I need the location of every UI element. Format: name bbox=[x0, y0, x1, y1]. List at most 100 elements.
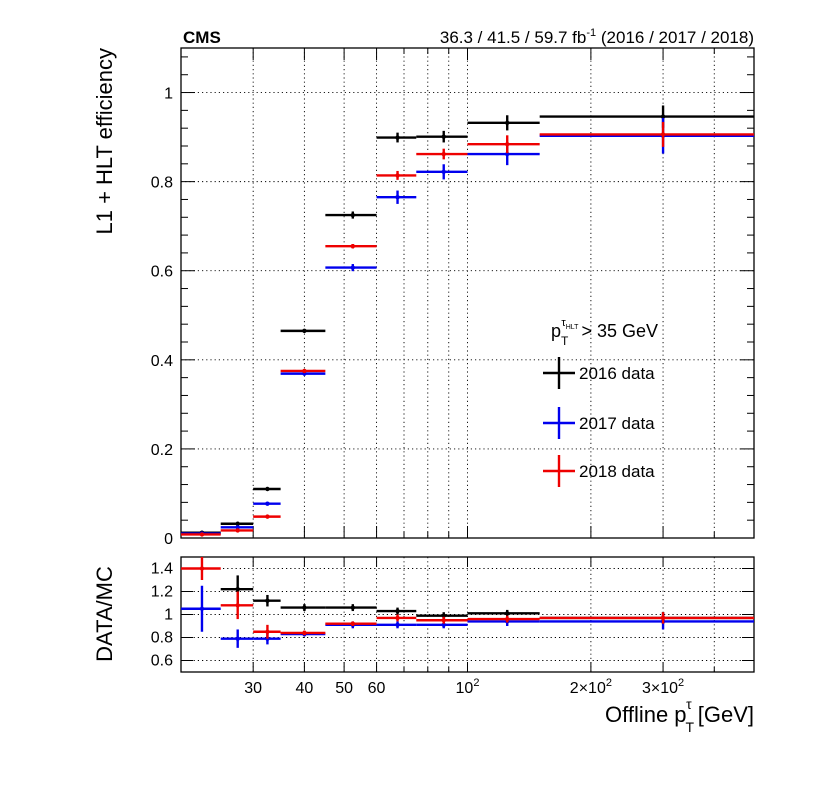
data-point-marker bbox=[302, 605, 307, 610]
y-tick-label: 0.6 bbox=[151, 653, 173, 670]
series-2018-data bbox=[181, 557, 754, 639]
data-point-marker bbox=[395, 135, 400, 140]
legend-title-p: p bbox=[551, 321, 561, 341]
legend-entries: 2016 data 2017 data 2018 data bbox=[543, 357, 655, 487]
data-point-marker bbox=[235, 528, 240, 533]
data-point-marker bbox=[350, 212, 355, 218]
data-point-marker bbox=[395, 615, 400, 621]
data-point-marker bbox=[350, 621, 355, 626]
data-point-marker bbox=[199, 566, 205, 571]
x-tick-label: 30 bbox=[244, 680, 262, 697]
x-tick-label-exponent: 2 bbox=[678, 677, 684, 689]
data-point-marker bbox=[441, 618, 446, 623]
x-tick-label: 40 bbox=[295, 680, 313, 697]
legend-label: 2018 data bbox=[579, 462, 655, 481]
data-point-marker bbox=[199, 532, 205, 537]
data-point-marker bbox=[265, 598, 270, 603]
y-tick-label: 0.8 bbox=[151, 630, 173, 647]
data-point-marker bbox=[265, 629, 270, 634]
ratio-y-axis-title: DATA/MC bbox=[92, 566, 117, 662]
x-tick-label-text: 50 bbox=[335, 680, 353, 697]
data-point-marker bbox=[235, 521, 240, 526]
x-title-unit: [GeV] bbox=[692, 702, 754, 727]
x-tick-label: 3×102 bbox=[642, 677, 684, 697]
data-point-marker bbox=[395, 622, 400, 628]
y-tick-label: 1.4 bbox=[151, 561, 173, 578]
data-point-marker bbox=[395, 195, 400, 200]
top-panel-ticks: 0 0.2 0.4 0.6 0.8 1 bbox=[151, 48, 754, 548]
lumi-suffix: (2016 / 2017 / 2018) bbox=[596, 28, 754, 47]
y-tick-label: 0.8 bbox=[151, 175, 173, 192]
data-point-marker bbox=[395, 173, 400, 178]
data-point-marker bbox=[199, 606, 205, 611]
x-tick-label-exponent: 2 bbox=[473, 677, 479, 689]
top-panel-frame bbox=[180, 47, 755, 539]
data-point-marker bbox=[265, 514, 270, 519]
x-tick-label-text: 30 bbox=[244, 680, 262, 697]
ratio-panel-ticks: 0.60.811.21.430 40 50 60 102 2×102 3×102 bbox=[151, 557, 754, 697]
y-tick-label: 1 bbox=[164, 607, 173, 624]
x-tick-label: 50 bbox=[335, 680, 353, 697]
legend: pTτHLT > 35 GeV 2016 data 2017 data 2018 da… bbox=[543, 317, 658, 487]
x-tick-label: 102 bbox=[456, 677, 480, 697]
data-point-marker bbox=[441, 134, 446, 139]
data-point-marker bbox=[660, 615, 666, 621]
data-point-marker bbox=[265, 501, 270, 506]
x-axis-title: Offline pTτ [GeV] bbox=[605, 696, 754, 735]
x-title-sup: τ bbox=[686, 696, 692, 712]
data-point-marker bbox=[505, 142, 510, 147]
x-tick-label-text: 2×10 bbox=[570, 680, 606, 697]
x-tick-label-text: 40 bbox=[295, 680, 313, 697]
data-point-marker bbox=[395, 608, 400, 614]
data-point-marker bbox=[302, 368, 307, 374]
ratio-panel-frame bbox=[180, 556, 755, 673]
lumi-prefix: 36.3 / 41.5 / 59.7 fb bbox=[440, 28, 587, 47]
data-point-marker bbox=[265, 486, 270, 492]
data-point-marker bbox=[441, 613, 446, 618]
x-tick-label-text: 60 bbox=[368, 680, 386, 697]
x-title-sub: T bbox=[686, 719, 695, 735]
luminosity-label: 36.3 / 41.5 / 59.7 fb-1 (2016 / 2017 / 2… bbox=[440, 27, 754, 47]
x-tick-label-text: 10 bbox=[456, 680, 474, 697]
data-point-marker bbox=[441, 169, 446, 175]
x-tick-label: 2×102 bbox=[570, 677, 612, 697]
y-tick-label: 0.6 bbox=[151, 264, 173, 281]
data-point-marker bbox=[505, 611, 510, 616]
x-tick-label: 60 bbox=[368, 680, 386, 697]
y-tick-label: 0.4 bbox=[151, 353, 173, 370]
data-point-marker bbox=[505, 120, 510, 126]
data-point-marker bbox=[235, 587, 240, 592]
y-tick-label: 0 bbox=[164, 531, 173, 548]
data-point-marker bbox=[505, 616, 510, 622]
data-point-marker bbox=[302, 328, 307, 334]
x-tick-label-text: 3×10 bbox=[642, 680, 678, 697]
legend-title-tau: τ bbox=[561, 317, 566, 329]
lumi-superscript: -1 bbox=[586, 27, 596, 39]
x-title-main: Offline p bbox=[605, 702, 687, 727]
top-y-axis-title: L1 + HLT efficiency bbox=[92, 48, 117, 235]
y-tick-label: 1.2 bbox=[151, 584, 173, 601]
top-panel-series bbox=[181, 105, 754, 537]
legend-label: 2017 data bbox=[579, 414, 655, 433]
legend-title-hlt: HLT bbox=[566, 324, 579, 331]
top-panel-grid bbox=[181, 48, 754, 538]
legend-title-cut: > 35 GeV bbox=[581, 321, 658, 341]
data-point-marker bbox=[660, 132, 666, 137]
data-point-marker bbox=[302, 630, 307, 636]
legend-title-t: T bbox=[561, 334, 569, 348]
data-point-marker bbox=[235, 636, 240, 641]
legend-label: 2016 data bbox=[579, 364, 655, 383]
series-2018-data bbox=[181, 121, 754, 537]
cms-label: CMS bbox=[183, 28, 221, 47]
y-tick-label: 1 bbox=[164, 86, 173, 103]
data-point-marker bbox=[441, 151, 446, 157]
y-tick-label: 0.2 bbox=[151, 442, 173, 459]
legend-title: pTτHLT > 35 GeV bbox=[551, 317, 658, 348]
data-point-marker bbox=[350, 265, 355, 270]
data-point-marker bbox=[350, 244, 355, 249]
data-point-marker bbox=[441, 622, 446, 628]
data-point-marker bbox=[235, 525, 240, 530]
